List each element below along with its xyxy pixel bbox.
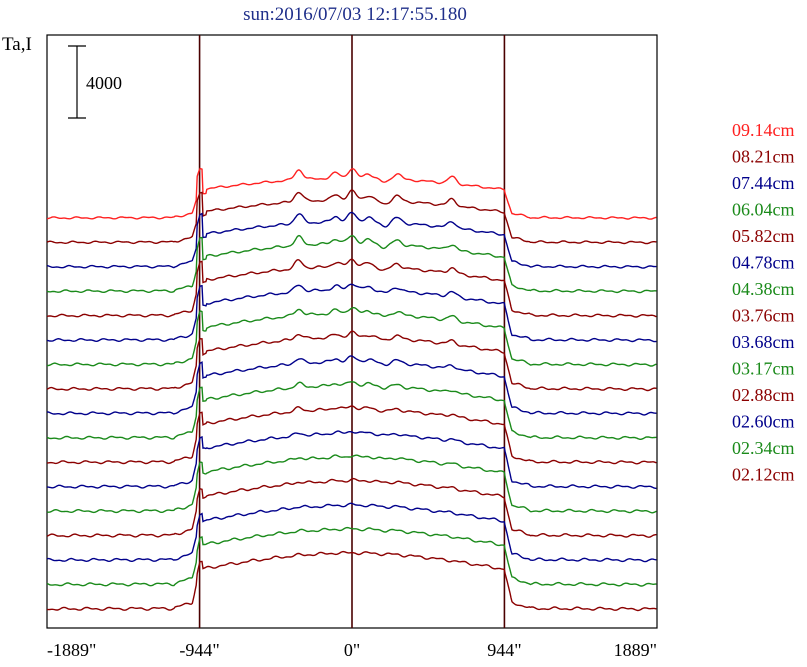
series-line [46,381,657,440]
legend-entry: 02.12cm [732,465,795,485]
scale-bar: 4000 [68,45,122,119]
x-tick-labels: -1889" -944" 0" 944" 1889" [47,640,657,660]
series-line [46,405,657,465]
legend-entry: 03.17cm [732,359,795,379]
series-line [46,477,657,538]
scale-bar-label: 4000 [86,73,122,93]
series-line [47,307,657,367]
series-lines [46,167,657,612]
series-line [46,283,657,343]
legend-entry: 07.44cm [732,173,795,193]
series-line [46,355,657,416]
series-line [46,502,657,563]
x-tick-label: -1889" [47,640,96,660]
series-line [46,211,657,269]
y-axis-label: Ta,I [2,34,32,55]
series-line [46,454,657,514]
legend: 09.14cm 08.21cm 07.44cm 06.04cm 05.82cm 04.78… [732,120,795,485]
series-line [46,189,657,245]
legend-entry: 05.82cm [732,226,795,246]
x-tick-label: 1889" [614,640,657,660]
series-line [46,550,657,612]
series-line [46,258,657,318]
legend-entry: 06.04cm [732,200,795,220]
legend-entry: 04.78cm [732,253,795,273]
legend-entry: 02.34cm [732,438,795,458]
legend-entry: 02.60cm [732,412,795,432]
x-tick-label: -944" [179,640,219,660]
x-tick-label: 0" [344,640,360,660]
legend-entry: 04.38cm [732,279,795,299]
legend-entry: 03.76cm [732,306,795,326]
series-line [47,430,657,489]
series-line [46,526,657,587]
chart-title: sun:2016/07/03 12:17:55.180 [243,4,467,25]
x-tick-label: 944" [487,640,521,660]
series-line [46,167,657,220]
legend-entry: 03.68cm [732,332,795,352]
legend-entry: 02.88cm [732,385,795,405]
series-line [46,330,657,392]
legend-entry: 08.21cm [732,147,795,167]
series-line [46,234,657,294]
legend-entry: 09.14cm [732,120,795,140]
